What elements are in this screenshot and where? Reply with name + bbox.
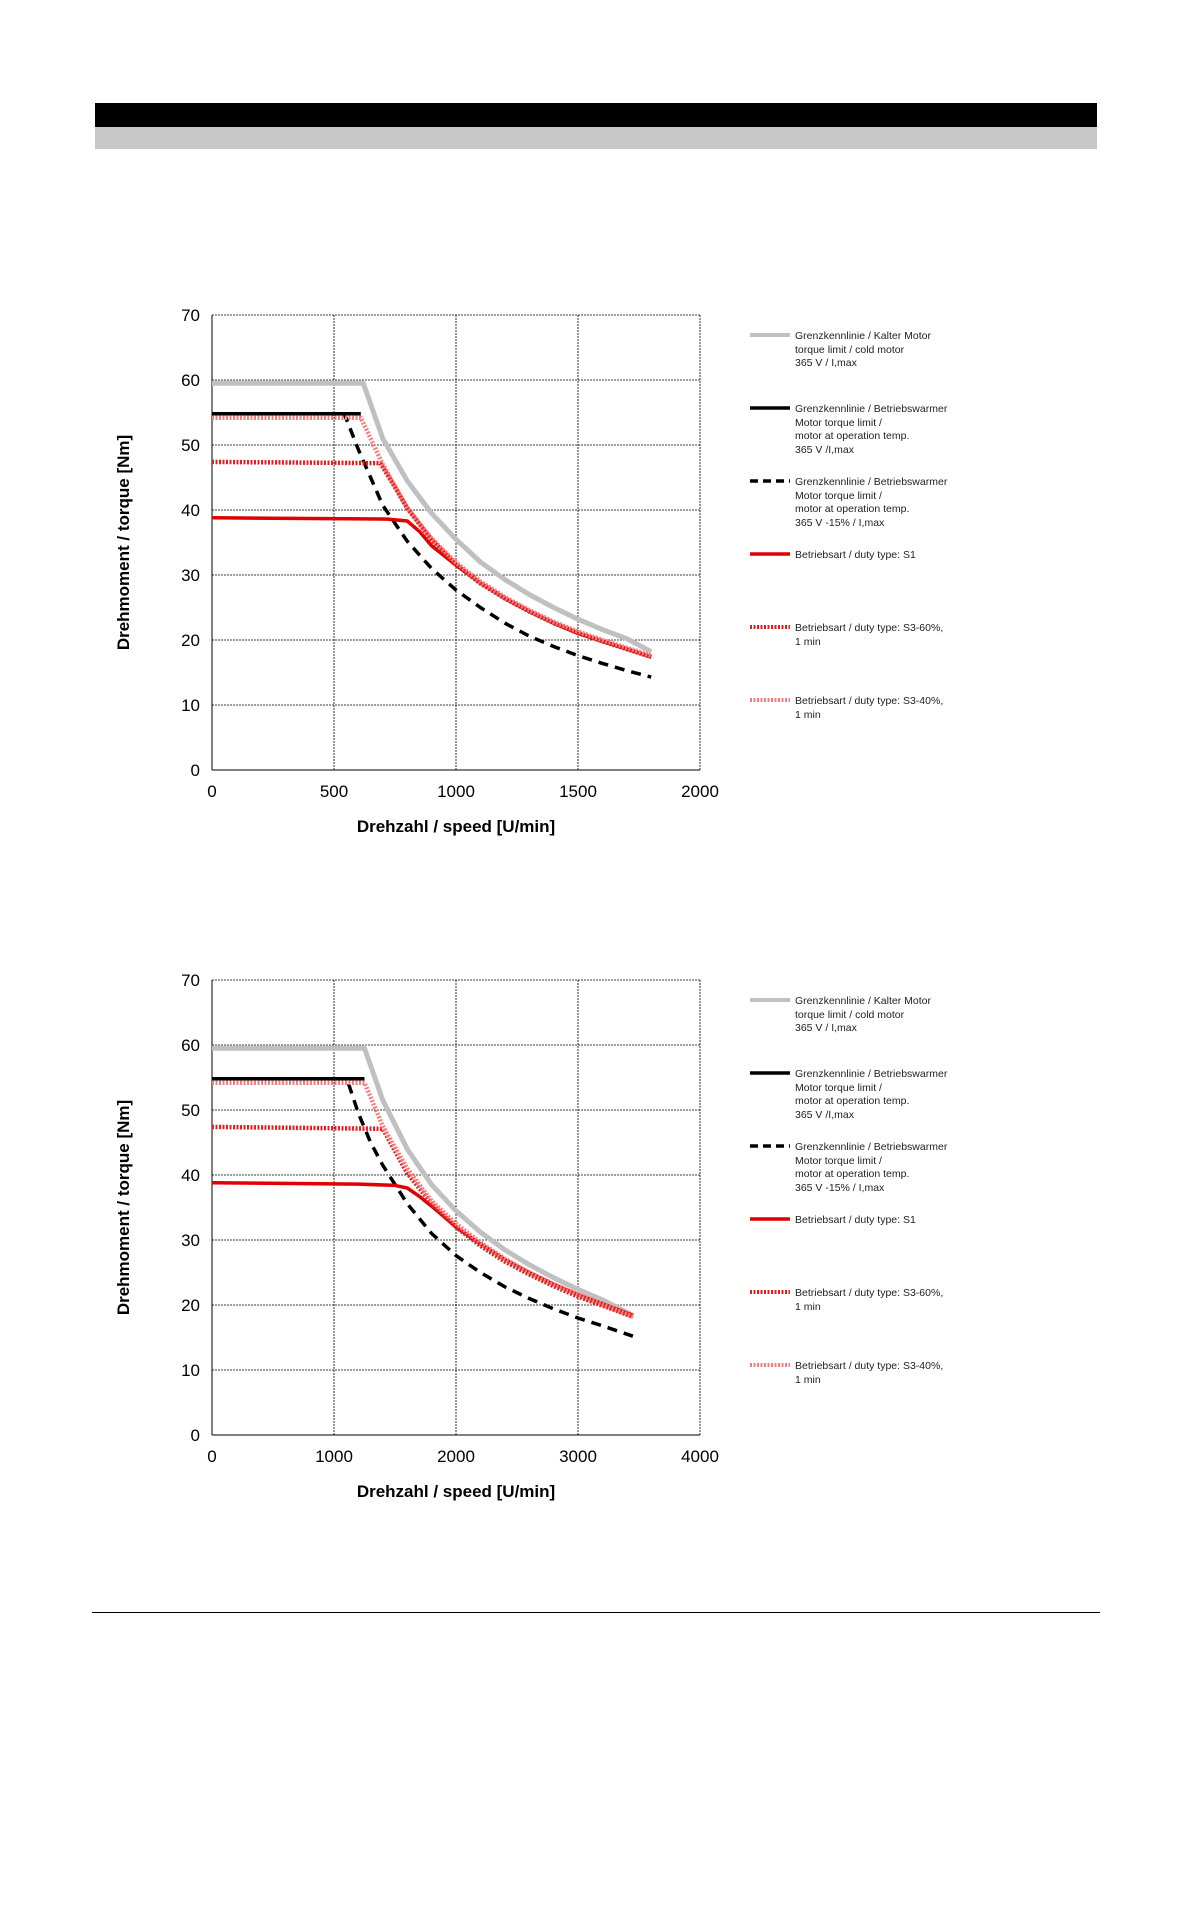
x-tick-label: 0 [207,782,216,801]
legend-text: Betriebsart / duty type: S3-40%, 1 min [795,695,944,721]
y-tick-label: 30 [181,566,200,585]
series-line-cold [212,380,653,654]
series-line-cold [212,1045,635,1318]
series-line-s1 [211,1181,634,1318]
x-tick-label: 1500 [559,782,597,801]
legend-swatch [750,1144,790,1148]
x-axis-title: Drehzahl / speed [U/min] [357,1482,555,1501]
y-tick-label: 70 [181,306,200,325]
y-tick-label: 10 [181,1361,200,1380]
torque-chart-1: 0 10 20 30 40 50 60 70 0 500 1000 1500 2000 Drehzahl … [0,290,1191,850]
y-tick-label: 40 [181,1166,200,1185]
legend-text: Betriebsart / duty type: S3-60%, 1 min [795,622,944,648]
legend-swatch [750,998,790,1002]
legend-text: Grenzkennlinie / Betriebswarmer Motor to… [795,403,948,456]
y-axis-title: Drehmoment / torque [Nm] [114,435,133,650]
y-axis-title: Drehmoment / torque [Nm] [114,1100,133,1315]
chart-1-svg: 0 10 20 30 40 50 60 70 0 500 1000 1500 2000 Drehzahl … [114,306,719,836]
series-line-s3_60 [211,1124,634,1319]
y-tick-label: 30 [181,1231,200,1250]
x-tick-label: 3000 [559,1447,597,1466]
chart-2-svg: 0 10 20 30 40 50 60 70 0 1000 2000 3000 4000 Drehzahl… [114,971,719,1501]
y-tick-label: 60 [181,371,200,390]
x-tick-label: 500 [320,782,348,801]
legend-swatch [750,333,790,337]
legend-text: Grenzkennlinie / Betriebswarmer Motor to… [795,1068,948,1121]
y-tick-label: 70 [181,971,200,990]
legend-swatch [750,552,790,556]
series-line-s3_60 [211,459,652,660]
legend-swatch [750,1217,790,1221]
y-tick-label: 10 [181,696,200,715]
legend-text: Betriebsart / duty type: S1 [795,549,916,561]
y-tick-label: 50 [181,1101,200,1120]
y-tick-label: 40 [181,501,200,520]
legend-text: Betriebsart / duty type: S3-60%, 1 min [795,1287,944,1313]
legend-swatch [750,1290,790,1294]
x-tick-label: 4000 [681,1447,719,1466]
x-tick-label: 0 [207,1447,216,1466]
header-black-bar [95,103,1097,127]
legend-text: Grenzkennlinie / Kalter Motor torque lim… [795,330,931,369]
legend-swatch [750,625,790,629]
x-tick-label: 2000 [681,782,719,801]
legend-swatch [750,1071,790,1075]
x-axis-title: Drehzahl / speed [U/min] [357,817,555,836]
y-tick-label: 50 [181,436,200,455]
y-tick-label: 20 [181,1296,200,1315]
header-gray-bar [95,127,1097,149]
series-line-s3_40 [212,415,652,658]
legend-swatch [750,1363,790,1367]
y-tick-label: 20 [181,631,200,650]
y-tick-label: 0 [191,1426,200,1445]
series-line-s3_40 [212,1080,634,1319]
legend-text: Grenzkennlinie / Kalter Motor torque lim… [795,995,931,1034]
legend-text: Grenzkennlinie / Betriebswarmer Motor to… [795,476,948,529]
series-line-warm15 [342,411,652,679]
y-tick-label: 60 [181,1036,200,1055]
footer-rule [92,1612,1100,1613]
legend-swatch [750,698,790,702]
torque-chart-2: 0 10 20 30 40 50 60 70 0 1000 2000 3000 4000 Drehzahl… [0,955,1191,1515]
legend-text: Betriebsart / duty type: S1 [795,1214,916,1226]
legend-text: Betriebsart / duty type: S3-40%, 1 min [795,1360,944,1386]
x-tick-label: 2000 [437,1447,475,1466]
x-tick-label: 1000 [315,1447,353,1466]
y-tick-label: 0 [191,761,200,780]
legend-text: Grenzkennlinie / Betriebswarmer Motor to… [795,1141,948,1194]
legend-swatch [750,479,790,483]
x-tick-label: 1000 [437,782,475,801]
legend-swatch [750,406,790,410]
